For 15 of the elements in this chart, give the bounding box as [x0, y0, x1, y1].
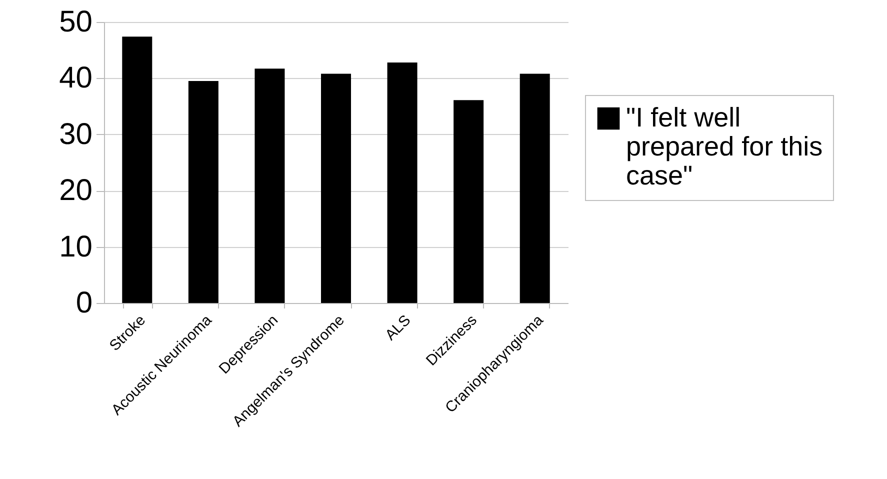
x-tick-label: ALS [382, 312, 414, 344]
legend-label: "I felt well prepared for this case" [626, 102, 823, 190]
bar [254, 68, 285, 303]
bar [520, 74, 550, 303]
bar [387, 62, 418, 303]
y-tick-label: 40 [59, 62, 92, 95]
bar [454, 100, 484, 303]
y-tick-label: 0 [76, 286, 92, 320]
y-tick-label: 50 [59, 6, 92, 38]
bar [188, 81, 218, 303]
y-tick-label: 20 [59, 174, 92, 208]
y-tick-label: 30 [59, 118, 92, 151]
y-tick-label: 10 [59, 230, 92, 264]
bar [321, 74, 351, 303]
bar [122, 36, 152, 303]
